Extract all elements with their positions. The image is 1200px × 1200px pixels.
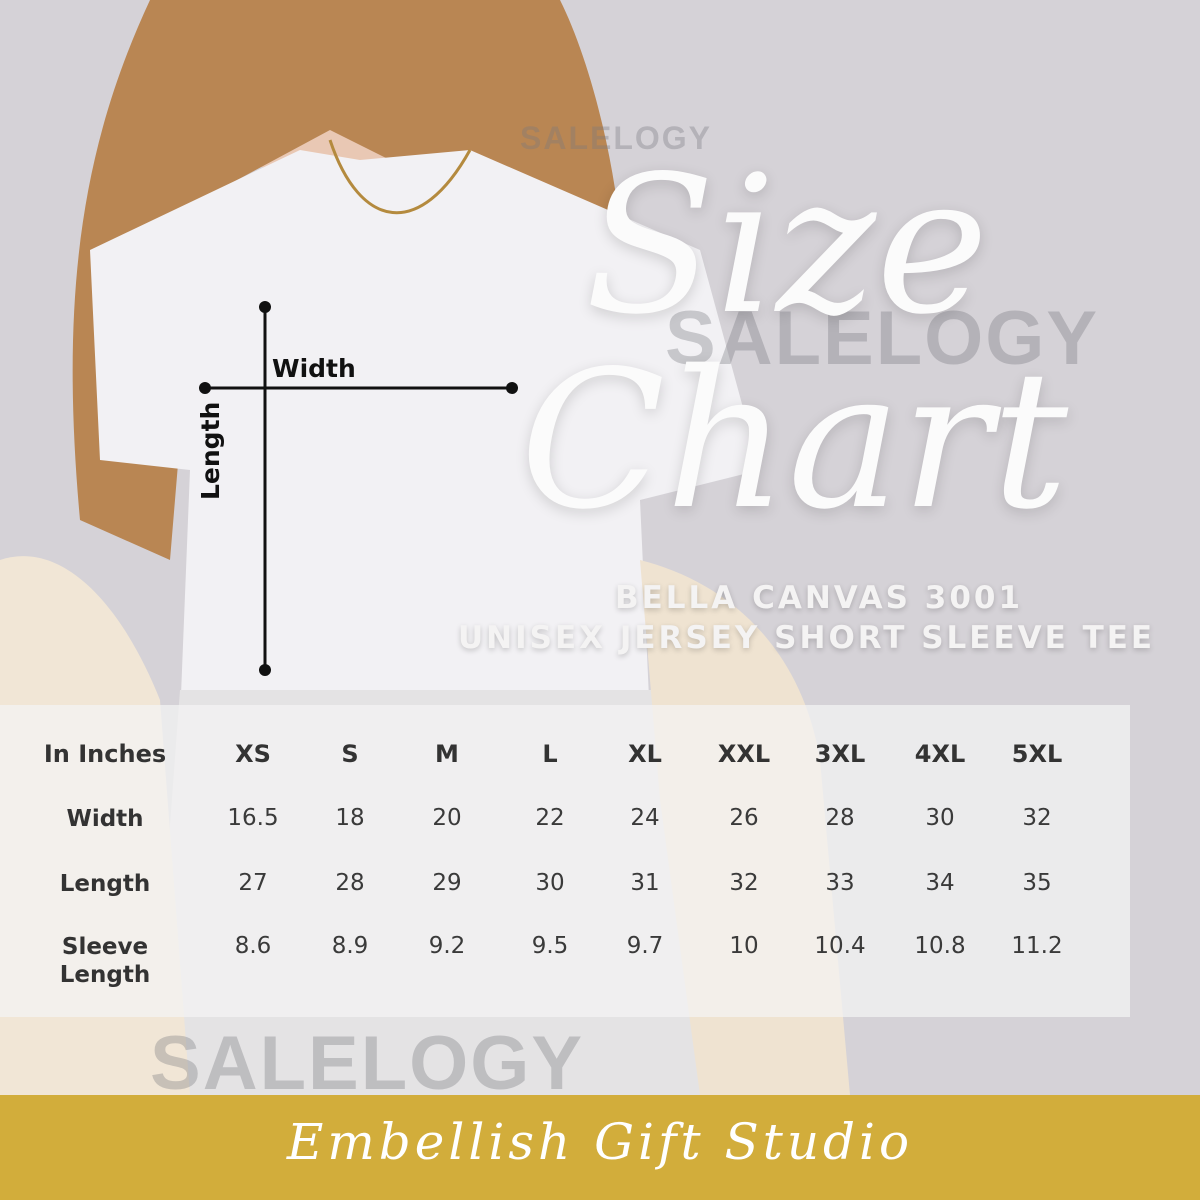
table-cell: 16.5 [227,805,279,831]
table-cell: 30 [925,805,955,831]
width-measure-label: Width [272,354,356,383]
table-cell: 33 [825,870,855,896]
size-header: M [435,740,459,768]
footer-banner: Embellish Gift Studio [0,1095,1200,1200]
title-size: Size [585,135,989,356]
table-cell: 9.2 [428,933,466,959]
watermark: SALELOGY [520,120,713,156]
table-cell: 18 [335,805,365,831]
table-cell: 26 [729,805,759,831]
table-cell: 30 [535,870,565,896]
subtitle-product: UNISEX JERSEY SHORT SLEEVE TEE [458,620,1156,656]
units-header: In Inches [43,740,167,768]
title-chart: Chart [520,330,1069,551]
subtitle-model: BELLA CANVAS 3001 [615,580,1024,616]
table-cell: 29 [432,870,462,896]
table-cell: 9.5 [531,933,569,959]
size-header: L [542,740,558,768]
table-cell: 20 [432,805,462,831]
table-cell: 10 [729,933,759,959]
row-label: Length [59,871,151,897]
table-cell: 31 [630,870,660,896]
size-table: In Inches XS S M L XL XXL 3XL 4XL 5XL Width 16.5 18 2… [0,705,1130,1017]
row-label: Width [66,806,144,832]
table-cell: 27 [238,870,268,896]
table-cell: 22 [535,805,565,831]
size-header: XXL [717,740,771,768]
size-header: 4XL [914,740,966,768]
watermark: SALELOGY [665,296,1100,381]
table-cell: 8.9 [331,933,369,959]
length-measure-label: Length [196,401,225,500]
table-cell: 10.8 [914,933,966,959]
table-cell: 28 [825,805,855,831]
size-header: 3XL [814,740,866,768]
measurement-lines [199,301,518,676]
size-header: S [341,740,359,768]
table-cell: 35 [1022,870,1052,896]
table-cell: 10.4 [814,933,866,959]
table-cell: 24 [630,805,660,831]
size-header: 5XL [1011,740,1063,768]
table-cell: 32 [729,870,759,896]
table-cell: 11.2 [1011,933,1063,959]
watermark: SALELOGY [150,1021,585,1106]
table-cell: 32 [1022,805,1052,831]
table-cell: 28 [335,870,365,896]
size-header: XS [235,740,271,768]
size-header: XL [628,740,662,768]
brand-name: Embellish Gift Studio [286,1113,914,1171]
row-label: Sleeve Length [59,934,151,988]
table-cell: 9.7 [626,933,664,959]
table-cell: 8.6 [234,933,272,959]
table-cell: 34 [925,870,955,896]
